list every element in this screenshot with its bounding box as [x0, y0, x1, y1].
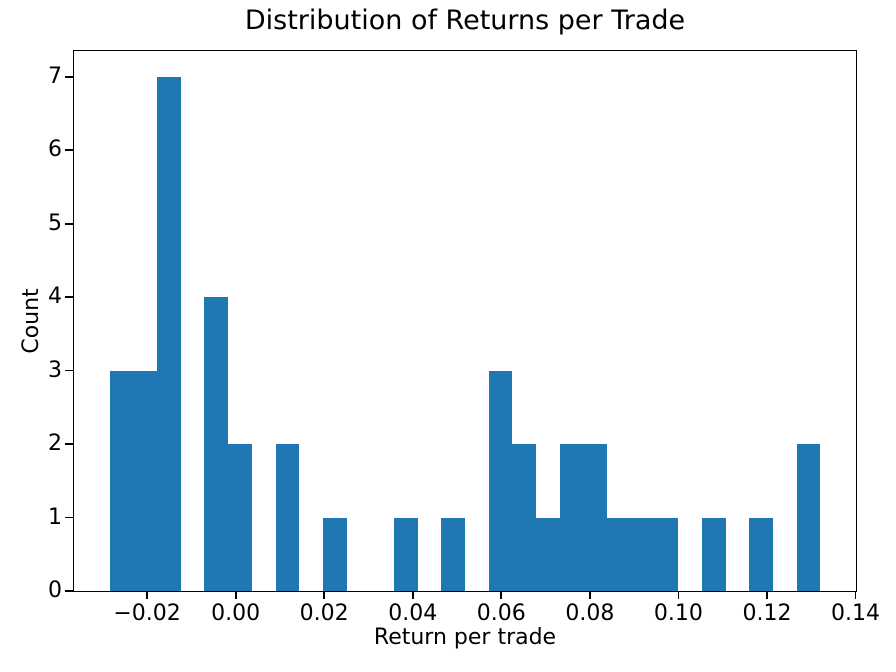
y-axis-label: Count [19, 288, 44, 354]
x-tick-mark [588, 591, 591, 599]
x-tick-mark [766, 591, 768, 599]
x-tick-label: 0.00 [211, 601, 261, 626]
x-tick-mark [500, 591, 503, 599]
histogram-bar [157, 76, 181, 591]
x-tick-label: 0.14 [831, 601, 881, 626]
y-tick-mark [65, 443, 73, 445]
histogram-bar [536, 517, 560, 591]
y-tick-mark [65, 296, 73, 299]
histogram-bar [796, 444, 821, 591]
x-axis-label: Return per trade [373, 625, 557, 650]
y-tick-mark [65, 369, 73, 372]
y-tick-label: 1 [48, 504, 62, 530]
x-tick-label: −0.02 [113, 601, 181, 626]
x-tick-label: 0.04 [388, 601, 438, 626]
histogram-bar [441, 517, 466, 591]
histogram-bar [488, 370, 513, 591]
y-tick-label: 2 [48, 431, 62, 457]
histogram-bar [512, 444, 537, 591]
y-tick-label: 3 [48, 357, 62, 383]
histogram-bar [393, 517, 418, 591]
histogram-bar [228, 444, 252, 591]
histogram-bar [204, 297, 229, 591]
y-tick-mark [65, 590, 73, 592]
x-tick-label: 0.06 [476, 601, 526, 626]
y-tick-label: 6 [48, 137, 62, 163]
histogram-bar [630, 517, 655, 591]
histogram-bar [749, 517, 774, 591]
x-tick-label: 0.12 [742, 601, 792, 626]
x-tick-mark [677, 591, 680, 599]
y-tick-mark [65, 149, 73, 152]
x-tick-label: 0.08 [565, 601, 615, 626]
y-tick-label: 7 [48, 63, 62, 89]
y-tick-label: 5 [48, 210, 62, 236]
x-tick-label: 0.02 [299, 601, 349, 626]
y-tick-label: 0 [48, 578, 62, 603]
x-tick-mark [854, 591, 857, 599]
y-tick-mark [65, 222, 73, 225]
x-tick-mark [323, 591, 326, 599]
bars-layer [74, 51, 856, 591]
histogram-bar [654, 517, 679, 591]
histogram-bar [275, 444, 300, 591]
x-tick-mark [146, 591, 148, 599]
histogram-bar [583, 444, 608, 591]
x-tick-mark [234, 591, 237, 599]
histogram-bar [607, 517, 631, 591]
histogram-bar [133, 370, 158, 591]
histogram-bar [322, 517, 347, 591]
histogram-bar [559, 444, 584, 591]
x-tick-label: 0.10 [653, 601, 703, 626]
histogram-bar [702, 517, 726, 591]
y-tick-mark [65, 516, 73, 519]
x-tick-mark [411, 591, 414, 599]
plot-area [73, 50, 857, 592]
y-tick-label: 4 [48, 284, 62, 310]
y-tick-mark [65, 75, 73, 78]
histogram-bar [109, 370, 134, 591]
chart-title: Distribution of Returns per Trade [244, 5, 686, 36]
